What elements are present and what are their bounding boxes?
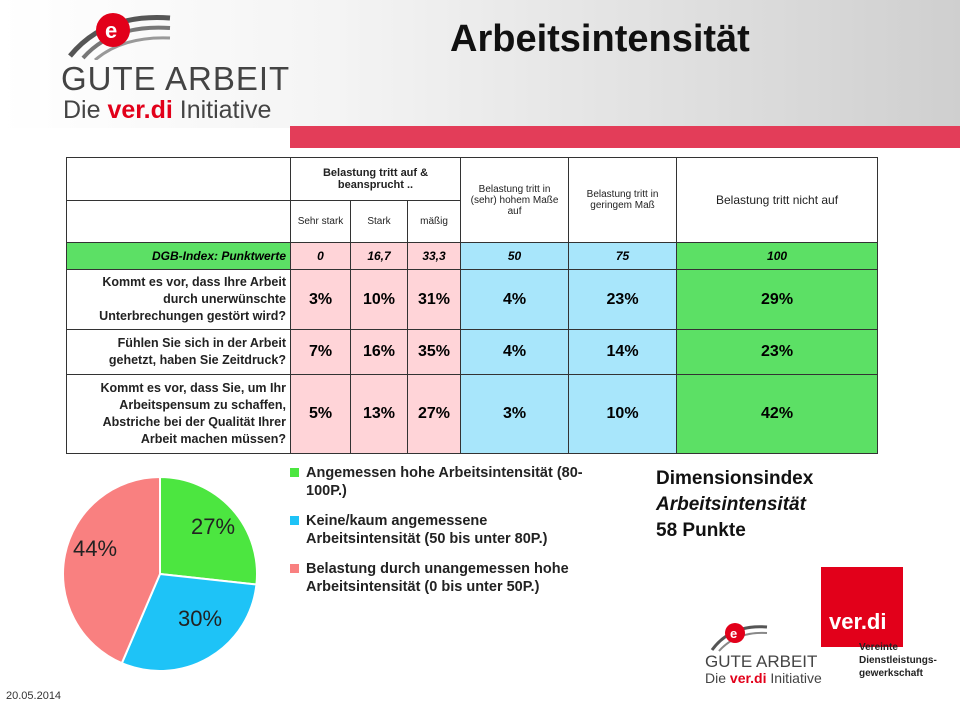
gute-arbeit-small-logo: e GUTE ARBEIT Die ver.di Initiative bbox=[705, 620, 830, 690]
value-cell: 3% bbox=[290, 269, 351, 330]
pie-slice bbox=[159, 475, 258, 586]
page-title: Arbeitsintensität bbox=[450, 18, 750, 60]
table-row: Kommt es vor, dass Ihre Arbeit durch une… bbox=[66, 269, 879, 330]
logo-small-subline: Die ver.di Initiative bbox=[705, 670, 822, 686]
svg-text:e: e bbox=[105, 18, 117, 43]
value-cell: 4% bbox=[460, 329, 570, 375]
pie-slice bbox=[120, 572, 258, 672]
svg-text:e: e bbox=[730, 626, 737, 641]
question-cell: Kommt es vor, dass Sie, um Ihr Arbeitspe… bbox=[66, 374, 291, 454]
legend-item: Belastung durch unangemessen hohe Arbeit… bbox=[290, 560, 600, 596]
group-header: Belastung tritt auf & beansprucht .. bbox=[289, 157, 462, 201]
logo-sub-suffix: Initiative bbox=[766, 670, 822, 686]
survey-table: Belastung tritt auf & beansprucht .. Bel… bbox=[66, 157, 879, 454]
index-label: DGB-Index: Punktwerte bbox=[66, 242, 291, 270]
verdi-line: Dienstleistungs- bbox=[859, 655, 937, 666]
value-cell: 23% bbox=[676, 329, 879, 375]
verdi-logo-text: ver.di bbox=[829, 609, 887, 634]
value-cell: 13% bbox=[350, 374, 408, 454]
header-empty-cell bbox=[66, 157, 291, 201]
index-value: 100 bbox=[676, 242, 879, 270]
value-cell: 7% bbox=[290, 329, 351, 375]
logo-sub-prefix: Die bbox=[63, 96, 108, 124]
logo-subline: Die ver.di Initiative bbox=[63, 96, 271, 125]
index-row: DGB-Index: Punktwerte 0 16,7 33,3 50 75 … bbox=[66, 242, 879, 270]
verdi-tagline: Vereinte Dienstleistungs- gewerkschaft bbox=[859, 641, 937, 680]
logo-arc-small-icon: e bbox=[710, 623, 768, 652]
index-value: 0 bbox=[290, 242, 351, 270]
legend-label: Belastung durch unangemessen hohe Arbeit… bbox=[306, 561, 569, 595]
value-cell: 5% bbox=[290, 374, 351, 454]
pie-slice-label: 27% bbox=[191, 514, 235, 539]
table-row: Fühlen Sie sich in der Arbeit gehetzt, h… bbox=[66, 329, 879, 375]
value-cell: 4% bbox=[460, 269, 570, 330]
index-value: 33,3 bbox=[406, 242, 462, 270]
gute-arbeit-logo: e GUTE ARBEIT Die ver.di Initiative bbox=[55, 8, 305, 125]
question-cell: Kommt es vor, dass Ihre Arbeit durch une… bbox=[66, 269, 291, 330]
col-none-header: Belastung tritt nicht auf bbox=[676, 157, 879, 243]
legend-label: Keine/kaum angemessene Arbeitsintensität… bbox=[306, 513, 548, 547]
table-row: Kommt es vor, dass Sie, um Ihr Arbeitspe… bbox=[66, 374, 879, 454]
logo-small-name: GUTE ARBEIT bbox=[705, 652, 818, 671]
value-cell: 35% bbox=[406, 329, 462, 375]
value-cell: 42% bbox=[676, 374, 879, 454]
table-header-row: Belastung tritt auf & beansprucht .. Bel… bbox=[66, 157, 879, 243]
subheader-sehr-stark: Sehr stark bbox=[290, 200, 351, 243]
value-cell: 10% bbox=[350, 269, 408, 330]
legend-label: Angemessen hohe Arbeitsintensität (80-10… bbox=[306, 465, 583, 499]
header-red-band bbox=[290, 126, 960, 148]
logo-sub-suffix: Initiative bbox=[172, 96, 272, 124]
logo-sub-brand: ver.di bbox=[729, 670, 767, 686]
verdi-line: gewerkschaft bbox=[859, 668, 923, 679]
legend-swatch-blue bbox=[290, 516, 299, 525]
logo-name: GUTE ARBEIT bbox=[61, 60, 291, 97]
value-cell: 23% bbox=[568, 269, 678, 330]
logo-arc-icon: e bbox=[68, 13, 171, 60]
index-value: 75 bbox=[568, 242, 678, 270]
index-value: 16,7 bbox=[350, 242, 408, 270]
value-cell: 16% bbox=[350, 329, 408, 375]
value-cell: 14% bbox=[568, 329, 678, 375]
subheader-empty-cell bbox=[66, 200, 291, 243]
col-low-header: Belastung tritt in geringem Maß bbox=[568, 157, 678, 243]
legend-swatch-green bbox=[290, 468, 299, 477]
value-cell: 31% bbox=[406, 269, 462, 330]
question-cell: Fühlen Sie sich in der Arbeit gehetzt, h… bbox=[66, 329, 291, 375]
verdi-logo: ver.di bbox=[821, 567, 903, 647]
dimension-index: Dimensionsindex Arbeitsintensität 58 Pun… bbox=[656, 466, 813, 544]
legend-item: Keine/kaum angemessene Arbeitsintensität… bbox=[290, 512, 600, 548]
pie-slice-label: 44% bbox=[73, 536, 117, 561]
verdi-line: Vereinte bbox=[859, 642, 898, 653]
logo-sub-brand: ver.di bbox=[107, 96, 173, 124]
subheader-maessig: mäßig bbox=[406, 200, 462, 243]
pie-slice bbox=[62, 475, 161, 665]
slide-date: 20.05.2014 bbox=[6, 690, 62, 702]
table-subheader-row: Sehr stark Stark mäßig bbox=[66, 200, 878, 243]
header-background bbox=[0, 0, 960, 128]
logo-sub-prefix: Die bbox=[705, 670, 730, 686]
value-cell: 3% bbox=[460, 374, 570, 454]
value-cell: 27% bbox=[406, 374, 462, 454]
legend-item: Angemessen hohe Arbeitsintensität (80-10… bbox=[290, 464, 600, 500]
subheader-stark: Stark bbox=[350, 200, 408, 243]
pie-slice-label: 30% bbox=[178, 606, 222, 631]
dimension-score: 58 Punkte bbox=[656, 520, 746, 541]
pie-legend: Angemessen hohe Arbeitsintensität (80-10… bbox=[290, 464, 600, 608]
pie-chart: 27% 30% 44% bbox=[62, 475, 258, 672]
dimension-title: Dimensionsindex bbox=[656, 468, 814, 489]
legend-swatch-red bbox=[290, 564, 299, 573]
col-high-header: Belastung tritt in (sehr) hohem Maße auf bbox=[460, 157, 570, 243]
value-cell: 10% bbox=[568, 374, 678, 454]
dimension-name: Arbeitsintensität bbox=[656, 494, 806, 515]
index-value: 50 bbox=[460, 242, 570, 270]
value-cell: 29% bbox=[676, 269, 879, 330]
